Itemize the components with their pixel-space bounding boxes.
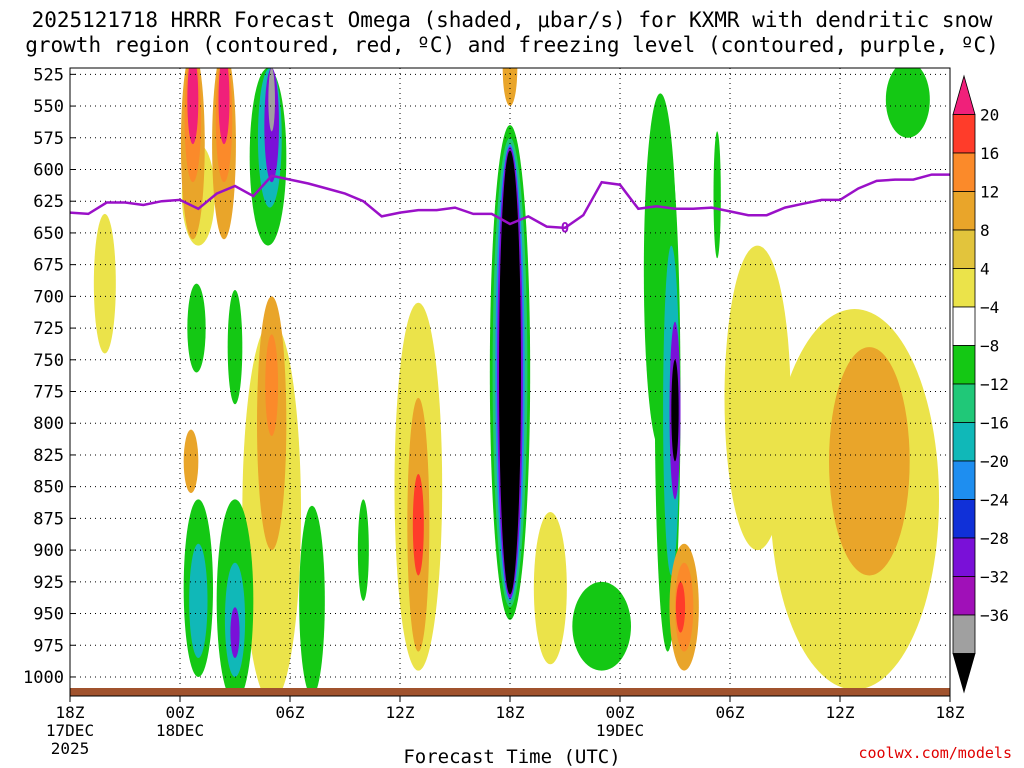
omega-blob — [357, 499, 369, 601]
omega-blob — [299, 505, 325, 696]
x-tick-date-label: 18DEC — [156, 721, 204, 740]
colorbar-label: 16 — [980, 144, 999, 163]
x-axis-title: Forecast Time (UTC) — [403, 746, 621, 768]
y-tick-label: 525 — [33, 65, 64, 85]
omega-shading — [93, 68, 940, 696]
omega-blob — [499, 150, 521, 595]
colorbar-label: 20 — [980, 106, 999, 125]
omega-blob — [671, 359, 679, 462]
colorbar-label: −20 — [980, 452, 1009, 471]
colorbar-label: 8 — [980, 221, 990, 240]
omega-blob — [885, 68, 930, 138]
omega-blob — [183, 429, 199, 494]
colorbar-label: −36 — [980, 606, 1009, 625]
y-tick-label: 675 — [33, 256, 64, 276]
y-tick-label: 850 — [33, 478, 64, 498]
x-tick-label: 12Z — [826, 703, 855, 722]
omega-blob — [533, 512, 567, 665]
x-tick-label: 06Z — [276, 703, 305, 722]
colorbar-label: −24 — [980, 491, 1009, 510]
y-tick-label: 950 — [33, 605, 64, 625]
colorbar-segment — [952, 422, 976, 462]
freezing-level-label: 0 — [561, 221, 569, 237]
y-tick-label: 1000 — [23, 668, 64, 688]
y-tick-label: 550 — [33, 97, 64, 117]
x-tick-label: 00Z — [166, 703, 195, 722]
omega-blob — [675, 581, 686, 633]
omega-blob — [412, 473, 424, 576]
colorbar-segment — [952, 229, 976, 269]
grid-lines — [69, 68, 951, 696]
omega-blob — [93, 213, 116, 354]
colorbar-label: −16 — [980, 414, 1009, 433]
colorbar-label: 4 — [980, 260, 990, 279]
omega-blob — [829, 347, 910, 576]
colorbar-label: −12 — [980, 375, 1009, 394]
x-tick-label: 18Z — [936, 703, 965, 722]
y-tick-label: 975 — [33, 636, 64, 656]
terrain-bar — [70, 688, 950, 696]
colorbar-top-triangle — [952, 74, 976, 115]
x-tick-label: 06Z — [716, 703, 745, 722]
colorbar-label: −8 — [980, 337, 999, 356]
y-axis: 525 550 575 600 625 650 675 700 725 750 775 800 825 8… — [23, 65, 76, 688]
omega-blob — [218, 68, 230, 145]
colorbar-segment — [952, 576, 976, 616]
omega-blob — [268, 68, 275, 132]
omega-blob — [187, 68, 199, 145]
y-tick-label: 925 — [33, 573, 64, 593]
y-tick-label: 800 — [33, 414, 64, 434]
colorbar-segment — [952, 383, 976, 423]
colorbar-segment — [952, 306, 976, 346]
colorbar-segment — [952, 499, 976, 539]
y-tick-label: 625 — [33, 192, 64, 212]
omega-blob — [713, 131, 721, 259]
x-tick-label: 18Z — [496, 703, 525, 722]
x-tick-date-label: 19DEC — [596, 721, 644, 740]
colorbar-label: −32 — [980, 568, 1009, 587]
colorbar-segment — [952, 268, 976, 308]
y-tick-label: 900 — [33, 541, 64, 561]
omega-blob — [265, 334, 279, 436]
colorbar-segment — [952, 152, 976, 192]
colorbar-segment — [952, 460, 976, 500]
omega-blob — [230, 607, 240, 658]
omega-blob — [187, 283, 206, 373]
colorbar-segment — [952, 191, 976, 231]
omega-blob — [502, 68, 518, 107]
x-tick-year-label: 2025 — [51, 739, 90, 758]
source-credit: coolwx.com/models — [858, 744, 1012, 762]
colorbar-bottom-triangle — [952, 653, 976, 694]
y-tick-label: 700 — [33, 287, 64, 307]
colorbar-label: −28 — [980, 529, 1009, 548]
freezing-level-line — [70, 173, 950, 230]
colorbar-segment — [952, 537, 976, 577]
chart-title: 2025121718 HRRR Forecast Omega (shaded, … — [25, 8, 999, 57]
x-tick-label: 00Z — [606, 703, 635, 722]
colorbar-label: 12 — [980, 183, 999, 202]
y-tick-label: 750 — [33, 351, 64, 371]
omega-blob — [189, 543, 208, 658]
freezing-level-contour: 0 — [70, 173, 950, 237]
colorbar-label: −4 — [980, 298, 999, 317]
colorbar-segment — [952, 614, 976, 654]
y-tick-label: 575 — [33, 129, 64, 149]
y-tick-label: 650 — [33, 224, 64, 244]
y-tick-label: 875 — [33, 509, 64, 529]
x-tick-label: 12Z — [386, 703, 415, 722]
x-tick-date-label: 17DEC — [46, 721, 94, 740]
y-tick-label: 825 — [33, 446, 64, 466]
colorbar: 20 16 12 8 4 −4 −8 −12 −16 −20 −24 −28 −32 −36 — [952, 74, 1009, 694]
omega-blob — [572, 581, 632, 671]
y-tick-label: 600 — [33, 160, 64, 180]
colorbar-segment — [952, 345, 976, 385]
y-tick-label: 725 — [33, 319, 64, 339]
y-tick-label: 775 — [33, 383, 64, 403]
colorbar-segment — [952, 114, 976, 154]
omega-blob — [227, 290, 243, 405]
x-tick-label: 18Z — [56, 703, 85, 722]
